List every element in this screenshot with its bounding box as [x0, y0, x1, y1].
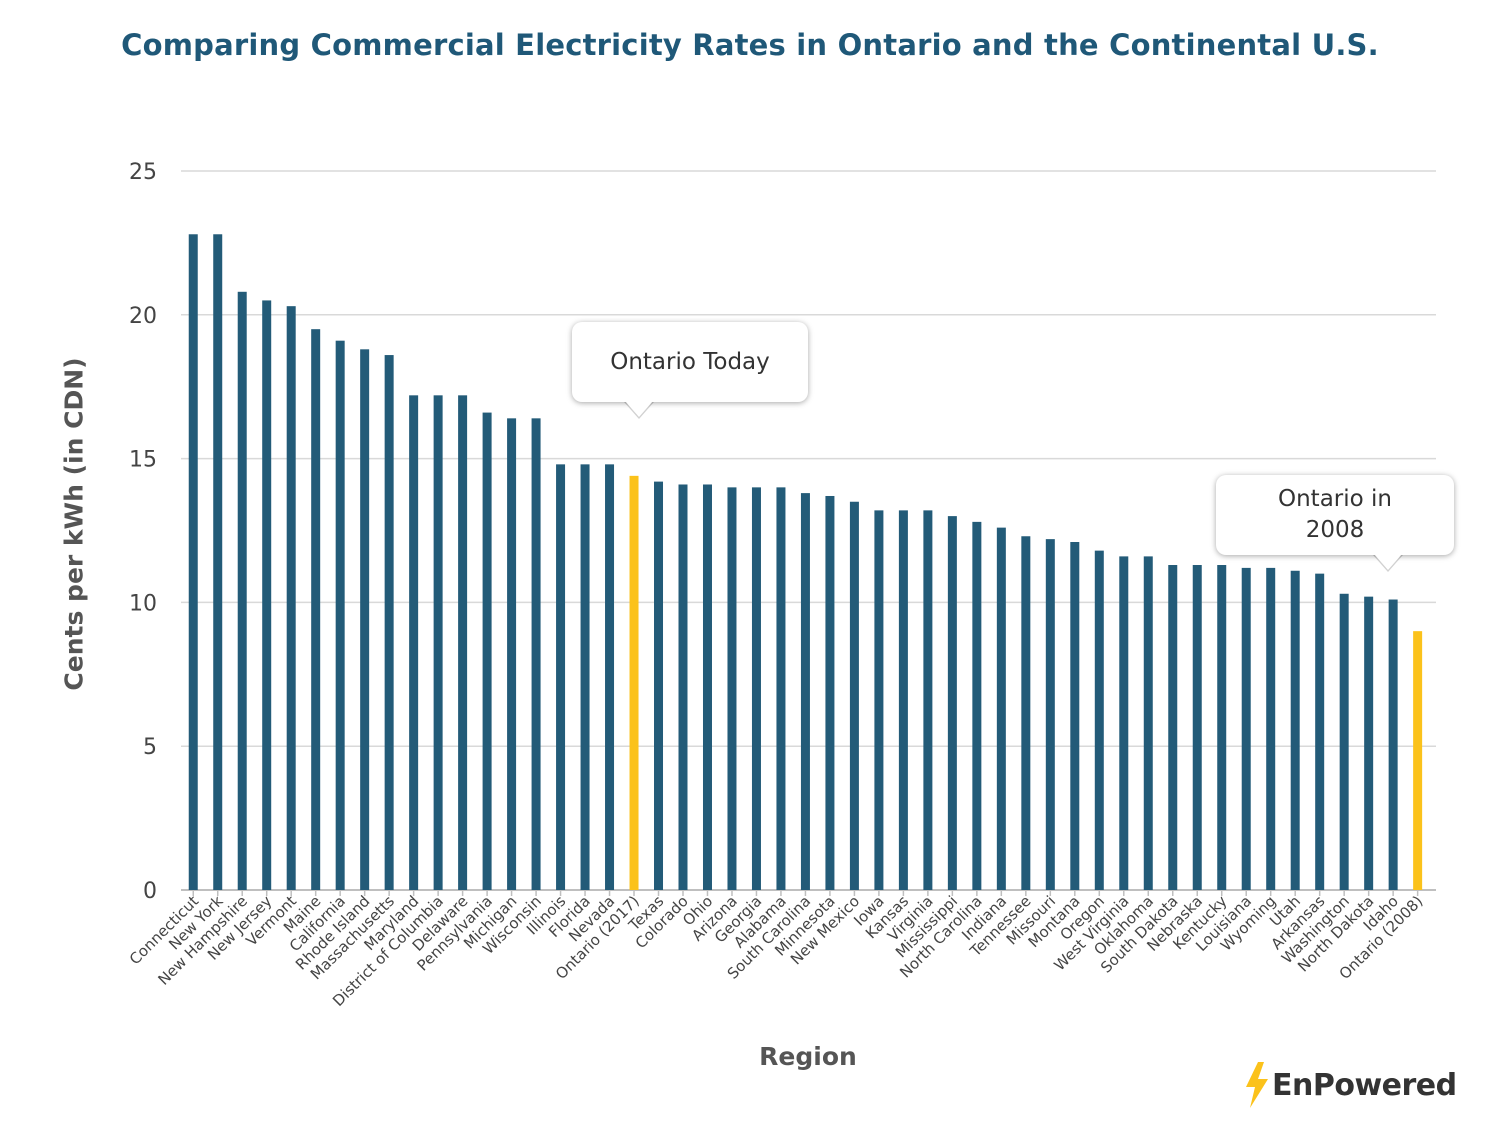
bar: [556, 464, 566, 890]
logo-text: EnPowered: [1272, 1067, 1457, 1103]
bar: [849, 501, 859, 890]
enpowered-logo: EnPowered: [1244, 1062, 1457, 1108]
bar: [188, 234, 198, 891]
bar: [1290, 570, 1300, 890]
bar: [458, 395, 468, 890]
bar: [1266, 567, 1276, 890]
y-tick-label: 5: [143, 735, 157, 760]
bar: [1339, 593, 1349, 890]
bar: [1094, 550, 1104, 890]
y-tick-label: 15: [129, 448, 157, 473]
bar: [384, 355, 394, 891]
bar: [751, 487, 761, 890]
bar: [1241, 567, 1251, 890]
annotation-ontario-today: Ontario Today: [572, 322, 808, 419]
bar: [947, 516, 957, 890]
y-tick-label: 25: [129, 160, 157, 185]
bar: [507, 418, 517, 890]
x-axis-label: Region: [759, 1042, 857, 1071]
bar: [262, 300, 272, 890]
bar: [1021, 536, 1031, 890]
bar: [531, 418, 541, 890]
bars: [188, 234, 1423, 891]
y-axis-label: Cents per kWh (in CDN): [59, 357, 89, 691]
bar: [605, 464, 615, 890]
y-axis-ticks: 0 5 10 15 20 25: [129, 160, 157, 904]
bar: [727, 487, 737, 890]
bar: [1143, 556, 1153, 890]
bar: [237, 291, 247, 890]
bar: [996, 527, 1006, 890]
bar: [311, 329, 321, 890]
bar: [213, 234, 223, 891]
y-tick-label: 10: [129, 591, 157, 616]
annotation-text: Ontario Today: [610, 349, 770, 375]
bar: [1119, 556, 1129, 890]
bar: [874, 510, 884, 890]
annotation-ontario-2008: Ontario in 2008: [1216, 475, 1454, 572]
bar: [678, 484, 688, 890]
bar: [654, 481, 664, 890]
bar: [1413, 631, 1423, 890]
bar: [1388, 599, 1398, 890]
bar: [1364, 596, 1374, 890]
bar: [1070, 542, 1080, 890]
y-tick-label: 0: [143, 879, 157, 904]
y-tick-label: 20: [129, 304, 157, 329]
bar: [335, 340, 345, 891]
bar: [409, 395, 419, 890]
bar: [286, 306, 296, 890]
bar: [702, 484, 712, 890]
bar: [482, 412, 492, 890]
bar: [776, 487, 786, 890]
bar: [825, 495, 835, 890]
bar: [898, 510, 908, 890]
chart-title: Comparing Commercial Electricity Rates i…: [121, 28, 1379, 62]
bar: [433, 395, 443, 890]
bar: [629, 475, 639, 890]
lightning-bolt-icon: [1246, 1062, 1268, 1108]
bar: [1192, 565, 1202, 890]
bar: [800, 493, 810, 890]
bar: [923, 510, 933, 890]
annotation-text: Ontario in 2008: [1278, 486, 1392, 543]
bar: [1045, 539, 1055, 890]
bar: [360, 349, 370, 890]
bar: [1217, 565, 1227, 890]
bar: [972, 521, 982, 890]
bar: [1168, 565, 1178, 890]
bar: [1315, 573, 1325, 890]
bar: [580, 464, 590, 890]
